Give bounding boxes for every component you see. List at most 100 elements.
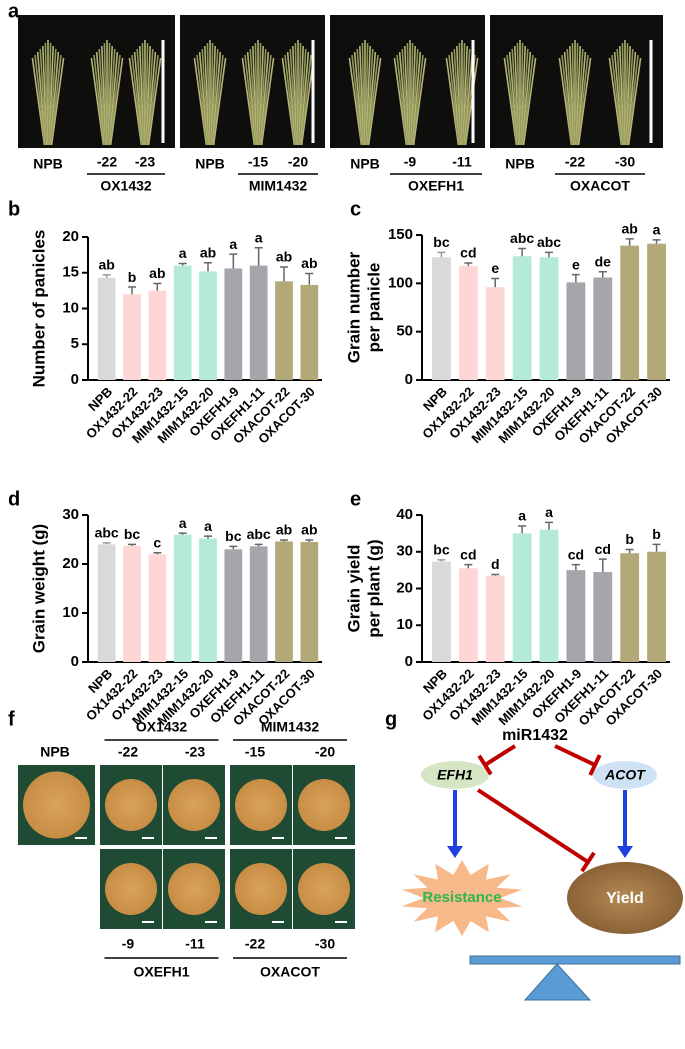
plant-stem xyxy=(569,45,575,146)
plant-stem xyxy=(241,57,256,146)
plant-stem xyxy=(367,54,379,146)
plant-stem xyxy=(571,42,576,146)
group-label: OXEFH1 xyxy=(408,178,464,194)
line-label: -11 xyxy=(185,936,205,952)
plant-stem xyxy=(254,42,259,146)
error-bar xyxy=(178,532,187,535)
bar xyxy=(173,534,192,662)
error-bar xyxy=(491,277,500,288)
line-label: -11 xyxy=(452,154,472,170)
gene-label: EFH1 xyxy=(437,767,473,783)
y-axis-label: Grain yield xyxy=(344,545,363,633)
plant-stem xyxy=(461,42,466,146)
plant-stem xyxy=(206,42,211,146)
plant-stem xyxy=(259,51,270,146)
significance-letter: abc xyxy=(95,525,119,541)
y-tick-label: 40 xyxy=(396,506,413,523)
plant-stem xyxy=(396,54,408,146)
plant-stem xyxy=(34,54,46,146)
plant-stem xyxy=(448,54,460,146)
panel-label: e xyxy=(350,488,361,510)
plant-stem xyxy=(411,48,419,146)
bar xyxy=(566,282,586,380)
plant-stem xyxy=(364,42,369,146)
line-label: -15 xyxy=(245,744,265,760)
bar xyxy=(249,546,268,662)
bar xyxy=(224,549,243,662)
plant-stem xyxy=(522,54,534,146)
resistance-burst xyxy=(401,860,523,936)
plant-stem xyxy=(608,57,623,146)
plant-stem xyxy=(611,54,623,146)
plant-stem xyxy=(463,48,471,146)
significance-letter: de xyxy=(595,253,612,269)
control-label: NPB xyxy=(505,156,535,172)
line-label: -22 xyxy=(245,936,265,952)
significance-letter: a xyxy=(229,236,237,252)
bar xyxy=(275,281,293,380)
arrow-head xyxy=(447,846,463,858)
plant-stem xyxy=(147,54,159,146)
line-label: -23 xyxy=(185,744,205,760)
error-bar xyxy=(153,551,162,555)
y-tick-label: 20 xyxy=(62,228,79,245)
bar xyxy=(199,271,217,380)
inhibition-bar xyxy=(477,754,493,776)
plant-stem xyxy=(281,57,296,146)
plant-stem xyxy=(299,48,307,146)
error-bar xyxy=(571,273,580,283)
plant-stem xyxy=(450,51,461,146)
balance-fulcrum xyxy=(523,963,592,1001)
plant-stem xyxy=(49,48,57,146)
y-tick-label: 100 xyxy=(388,274,413,291)
plant-stem xyxy=(404,45,410,146)
bar xyxy=(300,541,319,662)
plant-stem xyxy=(209,42,214,146)
error-bar xyxy=(254,246,263,266)
plant-stem xyxy=(353,51,364,146)
significance-letter: cd xyxy=(460,245,476,261)
plant-stem xyxy=(109,54,121,146)
y-axis-label: Grain number xyxy=(344,251,363,363)
plant-stem xyxy=(520,45,526,146)
plant-stem xyxy=(193,57,208,146)
error-bar xyxy=(254,543,263,547)
line-label: -23 xyxy=(135,154,155,170)
plant-stem xyxy=(516,42,521,146)
plant-stem xyxy=(212,57,227,146)
significance-letter: abc xyxy=(510,230,534,246)
plant-stem xyxy=(106,42,111,146)
error-bar xyxy=(437,559,446,562)
significance-letter: a xyxy=(518,508,526,524)
line-label: -9 xyxy=(122,936,135,952)
line-label: -22 xyxy=(97,154,117,170)
error-bar xyxy=(280,266,288,282)
line-label: -15 xyxy=(248,154,268,170)
significance-letter: a xyxy=(653,222,661,238)
plant-stem xyxy=(577,54,589,146)
bar xyxy=(485,575,505,662)
plant-stem xyxy=(212,54,224,146)
error-bar xyxy=(153,282,162,291)
plant-stem xyxy=(522,57,537,146)
line-label: -30 xyxy=(315,936,335,952)
control-label: NPB xyxy=(40,744,70,760)
group-label: OXACOT xyxy=(260,964,320,980)
plant-stem xyxy=(133,51,144,146)
plant-stem xyxy=(50,54,62,146)
plant-stem xyxy=(462,45,468,146)
significance-letter: ab xyxy=(98,257,114,273)
bar xyxy=(485,287,505,380)
plant-stem xyxy=(563,51,574,146)
error-bar xyxy=(545,251,553,258)
significance-letter: cd xyxy=(568,546,584,562)
regulator-label: miR1432 xyxy=(502,727,568,744)
plant-stem xyxy=(412,57,427,146)
y-tick-label: 30 xyxy=(62,506,79,523)
inhibition-line xyxy=(483,744,517,767)
significance-letter: c xyxy=(153,534,161,550)
plant-stem xyxy=(458,42,463,146)
y-tick-label: 20 xyxy=(62,555,79,572)
plant-stem xyxy=(625,45,631,146)
plant-stem xyxy=(108,51,119,146)
